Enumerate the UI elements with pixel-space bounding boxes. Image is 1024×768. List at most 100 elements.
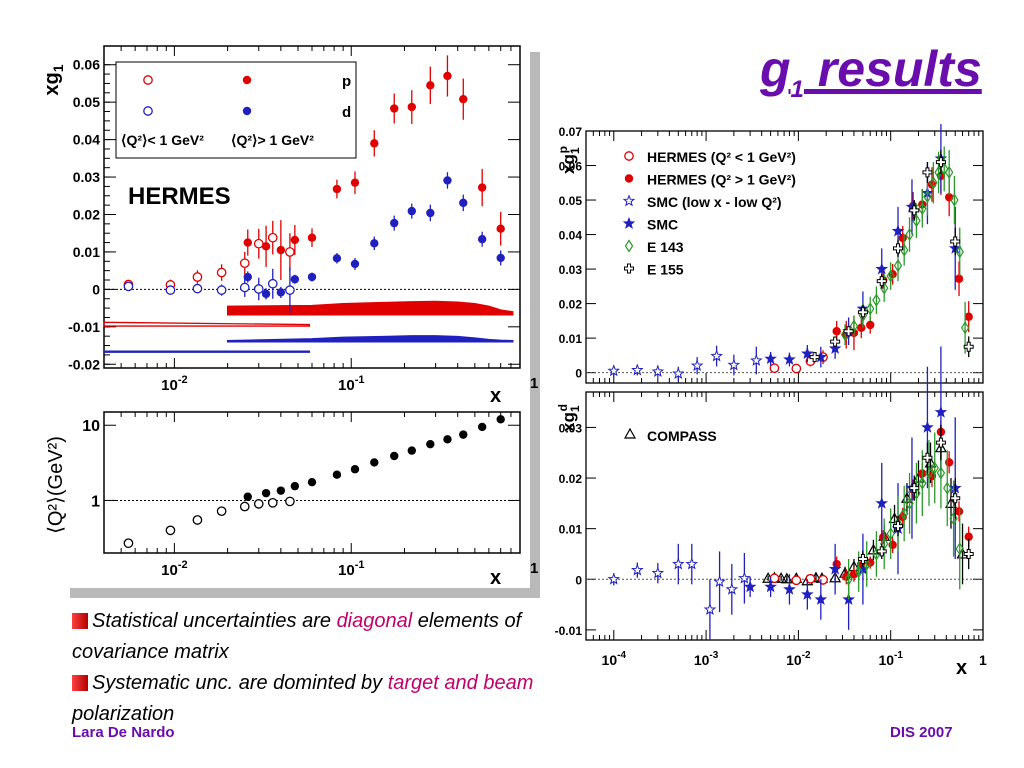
deuteron-series-point [651, 566, 665, 579]
proton-series-point [866, 302, 875, 316]
proton-legend-label: E 155 [647, 262, 684, 278]
hermes-series-point [370, 139, 379, 148]
deuteron-series-point [905, 496, 914, 510]
hermes-series-point [307, 272, 317, 282]
deuteron-series-point [801, 587, 814, 600]
hermes-sys-band [103, 350, 311, 353]
deuteron-ylabel: xg1d [556, 404, 582, 432]
hermes-xtick-label: 10-2 [161, 374, 187, 394]
deuteron-series-point [672, 557, 685, 570]
proton-series-point [801, 347, 814, 360]
hermes-xtick-label: 1 [530, 375, 538, 392]
hermes-series-point [276, 288, 286, 297]
proton-series-point [940, 162, 949, 176]
deuteron-xtick-label: 10-1 [878, 650, 903, 668]
deuteron-series-point [934, 405, 948, 418]
q2-series-point [192, 515, 203, 525]
hermes-ytick-label: 0.05 [73, 94, 100, 110]
hermes-series-point [253, 238, 264, 249]
proton-series-point [927, 180, 937, 189]
proton-series-point [872, 293, 881, 307]
deuteron-series-point [814, 592, 828, 605]
deuteron-series-point [954, 507, 964, 516]
proton-legend-marker [624, 174, 634, 183]
bullet-item: Systematic unc. are dominted by target a… [72, 672, 534, 725]
deuteron-series-point [886, 527, 895, 541]
hermes-series-point [407, 102, 416, 112]
proton-series-point [866, 320, 875, 330]
slide-title: g1 results [760, 41, 982, 103]
hermes-series-point [243, 238, 252, 247]
hermes-series-point [253, 284, 264, 294]
hermes-ytick-label: 0 [92, 281, 100, 297]
q2-series-point [243, 492, 252, 501]
hermes-ytick-label: 0.03 [73, 169, 100, 185]
proton-legend-label: SMC (low x - low Q²) [647, 194, 782, 210]
bullet-list: Statistical uncertainties are diagonal e… [72, 606, 542, 730]
hermes-series-point [285, 285, 295, 295]
hermes-series-point [426, 81, 435, 90]
deuteron-series-point [888, 540, 897, 550]
deuteron-series-point [631, 563, 644, 576]
hermes-ytick-label: 0.01 [73, 244, 100, 260]
proton-series-point [955, 245, 964, 259]
legend-marker-d-high [242, 106, 252, 116]
proton-ylabel: xg1p [556, 146, 582, 174]
deuteron-ytick-label: -0.01 [555, 624, 583, 638]
q2-ytick-label: 10 [82, 418, 100, 435]
hermes-series-point [261, 242, 271, 251]
deuteron-series-point [921, 420, 934, 433]
deuteron-ytick-label: 0.03 [559, 421, 583, 435]
q2-series-point [285, 496, 295, 507]
deuteron-plot-frame [585, 391, 984, 641]
proton-ytick-label: 0.06 [559, 160, 583, 174]
hermes-sys-band [226, 300, 514, 316]
deuteron-ytick-label: 0.02 [559, 472, 583, 486]
hermes-xtick-label: 10-1 [338, 374, 364, 394]
proton-series-point [843, 326, 854, 337]
deuteron-xlabel: x [956, 657, 967, 679]
hermes-ytick-label: 0.06 [73, 57, 100, 73]
bullet-item: Statistical uncertainties are diagonal e… [72, 610, 522, 663]
hermes-ytick-label: -0.01 [68, 319, 100, 335]
proton-legend-label: HERMES (Q² < 1 GeV²) [647, 149, 796, 165]
deuteron-series-point [935, 437, 946, 448]
q2-series-point [350, 465, 360, 474]
deuteron-series-point [764, 580, 777, 593]
hermes-series-point [276, 245, 286, 255]
proton-series-point [950, 236, 961, 247]
deuteron-series-point [818, 574, 828, 585]
proton-series-point [830, 336, 841, 347]
proton-legend-marker [622, 216, 636, 229]
hermes-series-point [443, 71, 452, 81]
deuteron-series-point [899, 506, 909, 521]
q2-series-point [216, 506, 227, 517]
legend-marker-p-low [143, 75, 153, 85]
hermes-ytick-label: -0.02 [68, 356, 100, 372]
hermes-series-point [426, 208, 435, 218]
proton-legend-marker [624, 239, 634, 253]
legend-label-high-q2: ⟨Q²⟩> 1 GeV² [231, 132, 314, 148]
hermes-series-point [459, 94, 468, 104]
proton-series-point [922, 167, 933, 178]
hermes-series-point [123, 281, 134, 292]
hermes-series-point [261, 289, 271, 299]
deuteron-series-point [909, 483, 920, 494]
deuteron-series-point [844, 572, 853, 586]
proton-series-point [607, 364, 621, 377]
proton-series-point [954, 274, 964, 283]
proton-ytick-label: 0.03 [559, 263, 583, 277]
deuteron-series-point [769, 573, 780, 584]
q2-series-point [123, 538, 134, 549]
hermes-ylabel: xg1 [41, 64, 66, 95]
deuteron-series-point [950, 493, 961, 504]
hermes-series-point [477, 235, 487, 244]
footer-conference: DIS 2007 [890, 724, 953, 741]
deuteron-series-point [936, 466, 946, 480]
proton-series-point [950, 193, 959, 207]
hermes-series-point [307, 233, 317, 242]
proton-series-point [935, 157, 946, 168]
q2-series-point [370, 458, 379, 467]
q2-series-point [165, 525, 176, 536]
proton-series-point [875, 262, 889, 275]
